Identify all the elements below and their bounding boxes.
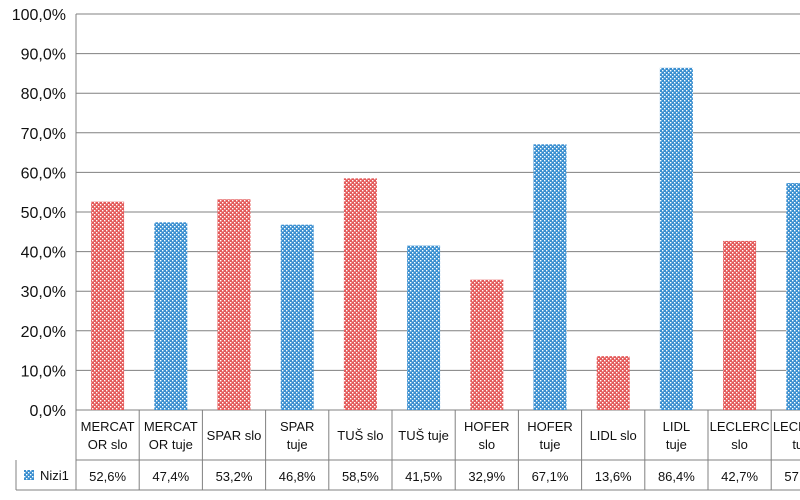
bar — [470, 279, 504, 410]
category-label: SPAR slo — [207, 428, 262, 443]
y-tick-label: 20,0% — [21, 324, 66, 341]
category-label: LECLERCtuje — [773, 419, 800, 452]
bar — [596, 356, 630, 410]
bar — [786, 183, 800, 410]
y-tick-label: 60,0% — [21, 165, 66, 182]
category-label: MERCAT OR tuje — [144, 419, 198, 452]
category-label: LIDL slo — [590, 428, 637, 443]
bar — [154, 222, 188, 410]
data-label: 58,5% — [342, 469, 379, 484]
y-tick-label: 40,0% — [21, 245, 66, 262]
bar — [343, 178, 377, 410]
bar — [533, 144, 567, 410]
category-label: SPAR tuje — [280, 419, 314, 452]
category-label: TUŠ slo — [337, 428, 383, 443]
legend-series-name: Nizi1 — [40, 468, 69, 483]
category-label: LIDL tuje — [663, 419, 690, 452]
y-tick-label: 90,0% — [21, 47, 66, 64]
category-label: TUŠ tuje — [398, 428, 449, 443]
y-tick-label: 100,0% — [12, 7, 66, 24]
category-label: HOFER slo — [464, 419, 510, 452]
bars — [91, 67, 800, 410]
y-tick-label: 70,0% — [21, 126, 66, 143]
bar — [407, 245, 441, 410]
data-label: 86,4% — [658, 469, 695, 484]
data-label: 42,7% — [721, 469, 758, 484]
data-label: 32,9% — [468, 469, 505, 484]
y-axis-ticks: 0,0% 10,0% 20,0% 30,0% 40,0% 50,0% 60,0% 70,0% 8… — [12, 7, 66, 420]
data-label: 13,6% — [595, 469, 632, 484]
data-label: 41,5% — [405, 469, 442, 484]
data-label: 67,1% — [532, 469, 569, 484]
category-label: MERCAT OR slo — [81, 419, 135, 452]
data-label: 52,6% — [89, 469, 126, 484]
data-table: Nizi1 MERCAT OR slo MERCAT OR tuje SPAR slo SP… — [15, 410, 800, 491]
legend-marker-icon — [24, 470, 34, 480]
category-label: HOFER tuje — [527, 419, 573, 452]
bar — [280, 224, 314, 410]
data-label: 57,3% — [784, 469, 800, 484]
bar — [723, 240, 757, 410]
y-tick-label: 10,0% — [21, 363, 66, 380]
y-tick-label: 80,0% — [21, 86, 66, 103]
data-label: 46,8% — [279, 469, 316, 484]
category-label: LECLERC slo — [710, 419, 770, 452]
y-tick-label: 30,0% — [21, 284, 66, 301]
y-tick-label: 0,0% — [30, 403, 66, 420]
bar — [217, 199, 251, 410]
y-tick-label: 50,0% — [21, 205, 66, 222]
data-label: 47,4% — [152, 469, 189, 484]
bar — [659, 67, 693, 410]
data-label: 53,2% — [216, 469, 253, 484]
bar — [91, 201, 125, 410]
